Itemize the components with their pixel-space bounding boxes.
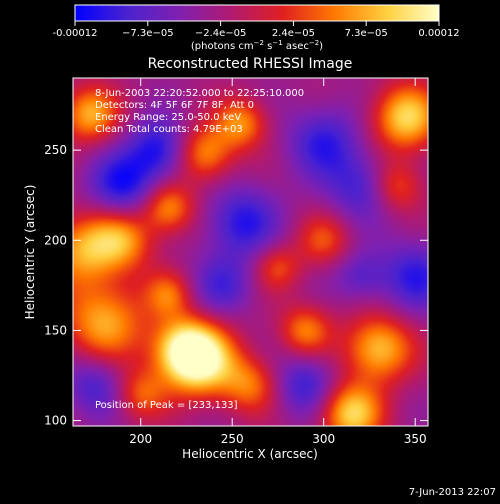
y-tick-label: 100 [44, 414, 67, 428]
y-tick-label: 200 [44, 233, 67, 247]
colorbar [74, 4, 440, 22]
x-tick-label: 300 [312, 432, 335, 446]
colorbar-tick-label: -0.00012 [53, 28, 98, 39]
x-tick-label: 350 [404, 432, 427, 446]
y-tick-label: 150 [44, 323, 67, 337]
colorbar-tick-label: −2.4e−05 [195, 28, 247, 39]
colorbar-tick-label: 0.00012 [418, 28, 459, 39]
x-tick-label: 250 [221, 432, 244, 446]
footer-timestamp: 7-Jun-2013 22:07 [409, 487, 496, 498]
x-axis-ticks: 200 250 300 350 [129, 78, 427, 446]
chart-title: Reconstructed RHESSI Image [148, 56, 353, 72]
colorbar-tick-label: 7.3e−05 [345, 28, 388, 39]
y-axis-ticks: 100 150 200 250 [44, 143, 428, 428]
annotation-detectors: Detectors: 4F 5F 6F 7F 8F, Att 0 [95, 100, 254, 111]
annotation-time-range: 8-Jun-2003 22:20:52.000 to 22:25:10.000 [95, 88, 304, 99]
colorbar-ticks: -0.00012 −7.3e−05 −2.4e−05 2.4e−05 7.3e−05 0.… [53, 21, 460, 39]
y-axis-label: Heliocentric Y (arcsec) [23, 185, 37, 320]
y-tick-label: 250 [44, 143, 67, 157]
x-axis-label: Heliocentric X (arcsec) [182, 447, 318, 461]
x-tick-label: 200 [129, 432, 152, 446]
annotation-energy: Energy Range: 25.0-50.0 keV [95, 112, 241, 123]
heatmap-image [73, 78, 428, 426]
plot-frame [72, 77, 429, 427]
colorbar-unit-label: (photons cm−2 s−1 asec−2) [191, 39, 323, 52]
annotation-clean: Clean Total counts: 4.79E+03 [95, 124, 243, 135]
colorbar-tick-label: 2.4e−05 [272, 28, 315, 39]
annotation-peak: Position of Peak = [233,133] [95, 400, 238, 411]
colorbar-tick-label: −7.3e−05 [122, 28, 174, 39]
